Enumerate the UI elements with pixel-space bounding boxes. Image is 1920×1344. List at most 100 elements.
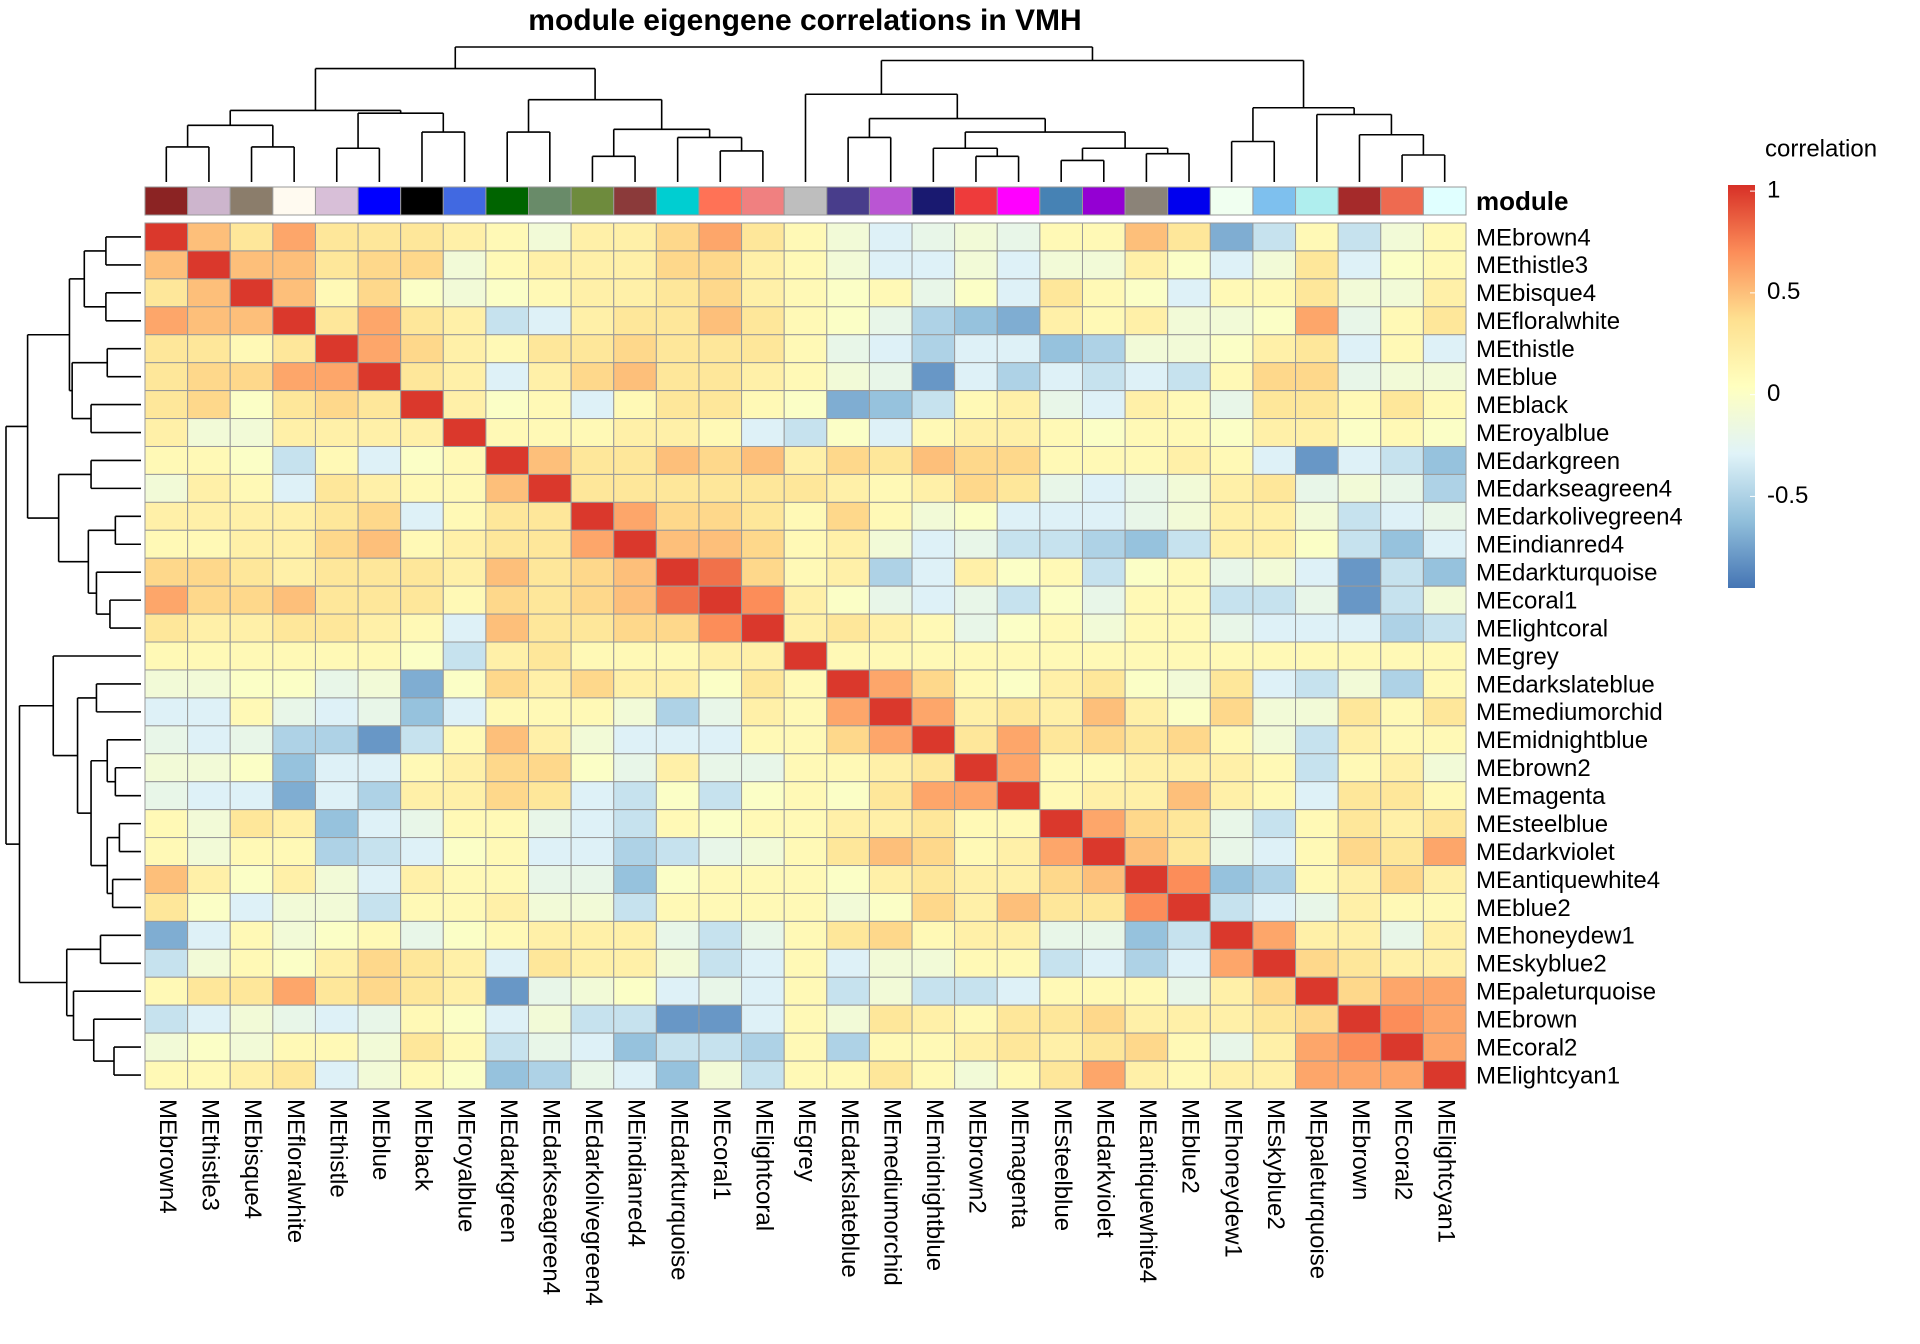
heatmap-cell — [272, 1060, 316, 1090]
heatmap-cell — [826, 753, 870, 783]
heatmap-cell — [741, 334, 785, 364]
heatmap-cell — [357, 473, 402, 503]
heatmap-cell — [868, 837, 913, 867]
heatmap-cell — [400, 585, 444, 615]
heatmap-cell — [485, 501, 530, 531]
heatmap-cell — [1124, 334, 1169, 364]
heatmap-cell — [485, 585, 530, 615]
heatmap-cell — [1081, 725, 1126, 755]
heatmap-cell — [1252, 976, 1297, 1006]
heatmap-cell — [655, 445, 700, 475]
heatmap-cell — [1039, 557, 1083, 587]
heatmap-cell — [229, 976, 274, 1006]
heatmap-cell — [613, 725, 657, 755]
heatmap-cell — [1337, 976, 1382, 1006]
heatmap-cell — [485, 725, 530, 755]
heatmap-cell — [655, 837, 700, 867]
heatmap-cell — [1422, 278, 1467, 308]
heatmap-cell — [187, 529, 231, 559]
heatmap-cell — [911, 557, 956, 587]
heatmap-cell — [613, 473, 657, 503]
heatmap-cell — [911, 445, 956, 475]
heatmap-cell — [954, 250, 998, 280]
heatmap-cell — [485, 334, 530, 364]
heatmap-cell — [1295, 948, 1339, 978]
heatmap-cell — [442, 725, 487, 755]
heatmap-cell — [1209, 418, 1254, 447]
heatmap-cell — [442, 445, 487, 475]
row-label: MEmidnightblue — [1476, 727, 1648, 754]
heatmap-cell — [485, 613, 530, 643]
heatmap-cell — [1252, 1004, 1297, 1034]
heatmap-cell — [954, 1032, 998, 1062]
heatmap-cell — [1081, 1060, 1126, 1090]
legend-tick-label: -0.5 — [1767, 482, 1808, 509]
heatmap-cell — [357, 390, 402, 420]
heatmap-cell — [1209, 948, 1254, 978]
heatmap-cell — [229, 557, 274, 587]
heatmap-cell — [229, 529, 274, 559]
heatmap-cell — [1422, 892, 1467, 922]
column-label: MEantiquewhite4 — [1134, 1099, 1161, 1283]
heatmap-cell — [442, 473, 487, 503]
heatmap-cell — [272, 669, 316, 699]
heatmap-cell — [272, 250, 316, 280]
heatmap-cell — [1167, 390, 1211, 420]
heatmap-cell — [187, 613, 231, 643]
heatmap-cell — [954, 418, 998, 447]
module-color — [1295, 186, 1339, 216]
heatmap-cell — [314, 613, 359, 643]
heatmap-cell — [1252, 697, 1297, 727]
heatmap-cell — [442, 585, 487, 615]
heatmap-cell — [1337, 920, 1382, 950]
heatmap-cell — [187, 865, 231, 894]
heatmap-cell — [868, 529, 913, 559]
heatmap-cell — [272, 837, 316, 867]
heatmap-cell — [911, 390, 956, 420]
heatmap-cell — [954, 697, 998, 727]
heatmap-cell — [485, 753, 530, 783]
heatmap-cell — [741, 418, 785, 447]
heatmap-cell — [613, 809, 657, 839]
column-label: MEbrown2 — [964, 1099, 991, 1214]
heatmap-cell — [187, 892, 231, 922]
heatmap-cell — [954, 306, 998, 336]
heatmap-cell — [357, 669, 402, 699]
heatmap-cell — [570, 334, 615, 364]
heatmap-cell — [1337, 501, 1382, 531]
heatmap-cell — [741, 557, 785, 587]
heatmap-cell — [698, 837, 743, 867]
heatmap-cell — [1252, 1032, 1297, 1062]
heatmap-cell — [655, 557, 700, 587]
heatmap-cell — [144, 1032, 189, 1062]
module-color — [613, 186, 657, 216]
column-label: MEindianred4 — [623, 1099, 650, 1247]
heatmap-cell — [400, 865, 444, 894]
heatmap-cell — [783, 306, 828, 336]
heatmap-cell — [826, 613, 870, 643]
heatmap-cell — [1167, 529, 1211, 559]
heatmap-cell — [229, 1004, 274, 1034]
heatmap-cell — [1081, 362, 1126, 392]
heatmap-cell — [1295, 250, 1339, 280]
heatmap-cell — [1209, 585, 1254, 615]
heatmap-cell — [400, 1004, 444, 1034]
heatmap-cell — [655, 334, 700, 364]
heatmap-cell — [1252, 669, 1297, 699]
heatmap-cell — [1209, 865, 1254, 894]
heatmap-cell — [570, 669, 615, 699]
heatmap-cell — [1422, 501, 1467, 531]
heatmap-cell — [1081, 753, 1126, 783]
heatmap-cell — [613, 781, 657, 811]
heatmap-cell — [741, 948, 785, 978]
heatmap-cell — [1167, 418, 1211, 447]
heatmap-cell — [1081, 948, 1126, 978]
row-label: MEindianred4 — [1476, 532, 1624, 559]
heatmap-cell — [698, 1032, 743, 1062]
heatmap-cell — [741, 613, 785, 643]
heatmap-cell — [826, 1060, 870, 1090]
heatmap-cell — [357, 837, 402, 867]
heatmap-cell — [1337, 613, 1382, 643]
heatmap-cell — [613, 753, 657, 783]
heatmap-cell — [698, 501, 743, 531]
